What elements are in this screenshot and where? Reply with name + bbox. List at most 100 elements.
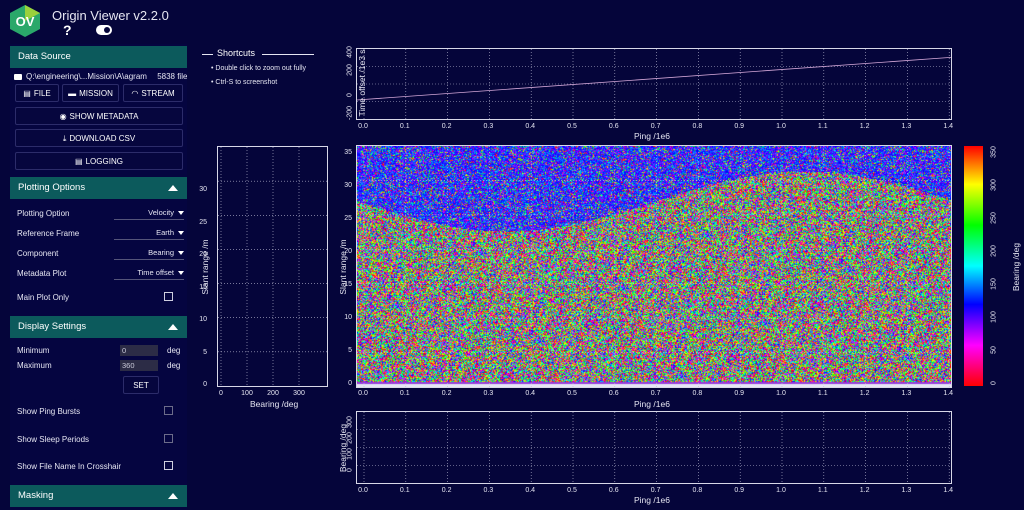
metadata-plot-select[interactable]: Time offset [114, 268, 184, 280]
slant-range-tick-label: 25 [344, 215, 352, 222]
time-offset-plot[interactable] [356, 48, 952, 120]
plotting-options-header[interactable]: Plotting Options [10, 177, 187, 199]
slant-range-tick-label: 15 [344, 281, 352, 288]
side-plot-ylabel: Slant range /m [200, 239, 210, 295]
caret-down-icon [178, 251, 184, 256]
show-ping-bursts-checkbox[interactable] [164, 406, 173, 415]
mission-button[interactable]: ▬ MISSION [62, 84, 119, 102]
stream-button[interactable]: ◠ STREAM [123, 84, 183, 102]
main-plot-xlabel: Ping /1e6 [634, 399, 670, 409]
ping-tick-label: 1.2 [859, 487, 870, 494]
masking-header[interactable]: Masking [10, 485, 187, 507]
caret-down-icon [178, 231, 184, 236]
bearing-tick-label: 300 [346, 416, 354, 428]
download-icon: ⤓ [62, 134, 67, 143]
ping-tick-label: 0.7 [650, 123, 661, 130]
masking-title: Masking [18, 490, 54, 501]
main-heatmap-plot[interactable] [356, 145, 952, 388]
colorbar-tick-label: 150 [990, 278, 998, 290]
logo-text: OV [16, 14, 35, 29]
ping-tick-label: 0.3 [483, 123, 494, 130]
ping-tick-label: 0.6 [608, 390, 619, 397]
file-icon: ▤ [23, 89, 31, 98]
ping-tick-label: 0.2 [441, 123, 452, 130]
ping-tick-label: 0.9 [734, 487, 745, 494]
reference-frame-value: Earth [156, 228, 174, 237]
data-source-header[interactable]: Data Source [10, 46, 187, 68]
ping-tick-label: 0.2 [441, 390, 452, 397]
maximum-input[interactable]: 360 [120, 360, 158, 371]
main-plot-ylabel: Slant range /m [338, 239, 348, 295]
maximum-unit: deg [167, 361, 181, 370]
bearing-metadata-plot[interactable] [356, 411, 952, 484]
shortcuts-title: Shortcuts [217, 48, 256, 58]
show-file-name-checkbox[interactable] [164, 461, 173, 470]
bearing-profile-plot[interactable] [217, 146, 328, 387]
main-plot-only-checkbox[interactable] [164, 292, 173, 301]
slant-range-tick-label: 25 [199, 218, 207, 226]
download-csv-button[interactable]: ⤓ DOWNLOAD CSV [15, 129, 183, 147]
metadata-plot-label: Metadata Plot [17, 269, 67, 278]
theme-toggle-icon[interactable] [96, 25, 112, 35]
show-metadata-label: SHOW METADATA [69, 112, 139, 121]
time-offset-tick-label: 200 [346, 64, 354, 76]
set-button[interactable]: SET [123, 376, 159, 394]
download-csv-label: DOWNLOAD CSV [69, 134, 136, 143]
ping-tick-label: 0.3 [483, 487, 494, 494]
chevron-up-icon [168, 493, 178, 499]
sidebar: Data Source Q:\engineering\...Mission\A\… [10, 44, 187, 510]
minimum-input[interactable]: 0 [120, 345, 158, 356]
chevron-up-icon [168, 324, 178, 330]
wifi-icon: ◠ [131, 89, 139, 98]
folder-icon: ▬ [68, 89, 77, 98]
component-select[interactable]: Bearing [114, 248, 184, 260]
ping-tick-label: 0.8 [692, 123, 703, 130]
component-value: Bearing [148, 248, 174, 257]
show-sleep-periods-label: Show Sleep Periods [17, 435, 90, 444]
top-plot-xlabel: Ping /1e6 [634, 131, 670, 141]
ping-tick-label: 1.1 [817, 487, 828, 494]
ping-tick-label: 1.0 [776, 390, 786, 397]
logging-button[interactable]: ▤ LOGGING [15, 152, 183, 170]
ping-tick-label: 0.7 [650, 390, 661, 397]
show-metadata-button[interactable]: ◉ SHOW METADATA [15, 107, 183, 125]
data-source-path-row: Q:\engineering\...Mission\A\agram 5838 f… [14, 72, 187, 81]
ping-tick-label: 1.0 [776, 123, 786, 130]
ping-tick-label: 1.3 [901, 487, 912, 494]
side-plot-xlabel: Bearing /deg [250, 399, 299, 409]
caret-down-icon [178, 211, 184, 216]
bearing-tick-label: 100 [346, 448, 354, 460]
bearing-metadata-area [357, 412, 951, 483]
plotting-options-title: Plotting Options [18, 182, 86, 193]
plotting-option-select[interactable]: Velocity [114, 208, 184, 220]
component-label: Component [17, 249, 59, 258]
colorbar [964, 146, 983, 386]
caret-down-icon [178, 271, 184, 276]
bearing-tick-label: 0 [219, 390, 223, 397]
ping-tick-label: 0.1 [399, 390, 410, 397]
display-settings-title: Display Settings [18, 321, 87, 332]
reference-frame-select[interactable]: Earth [114, 228, 184, 240]
ping-tick-label: 1.4 [943, 390, 954, 397]
bearing-tick-label: 200 [267, 390, 279, 397]
show-sleep-periods-checkbox[interactable] [164, 434, 173, 443]
slant-range-tick-label: 30 [344, 182, 352, 189]
main-heatmap-canvas[interactable] [357, 146, 951, 387]
display-settings-header[interactable]: Display Settings [10, 316, 187, 338]
metadata-plot-value: Time offset [137, 268, 174, 277]
time-offset-tick-label: -200 [346, 105, 354, 121]
ping-tick-label: 1.3 [901, 390, 912, 397]
ping-tick-label: 1.4 [943, 487, 954, 494]
ping-tick-label: 0.0 [358, 390, 368, 397]
colorbar-tick-label: 300 [990, 179, 998, 191]
ping-tick-label: 0.0 [358, 487, 368, 494]
colorbar-tick-label: 50 [990, 346, 998, 354]
chevron-up-icon [168, 185, 178, 191]
ping-tick-label: 0.9 [734, 390, 745, 397]
ping-tick-label: 0.4 [525, 487, 536, 494]
show-file-name-label: Show File Name In Crosshair [17, 462, 122, 471]
help-icon[interactable]: ? [63, 22, 72, 38]
file-button-label: FILE [33, 89, 51, 98]
ping-tick-label: 1.0 [776, 487, 786, 494]
file-button[interactable]: ▤ FILE [15, 84, 59, 102]
